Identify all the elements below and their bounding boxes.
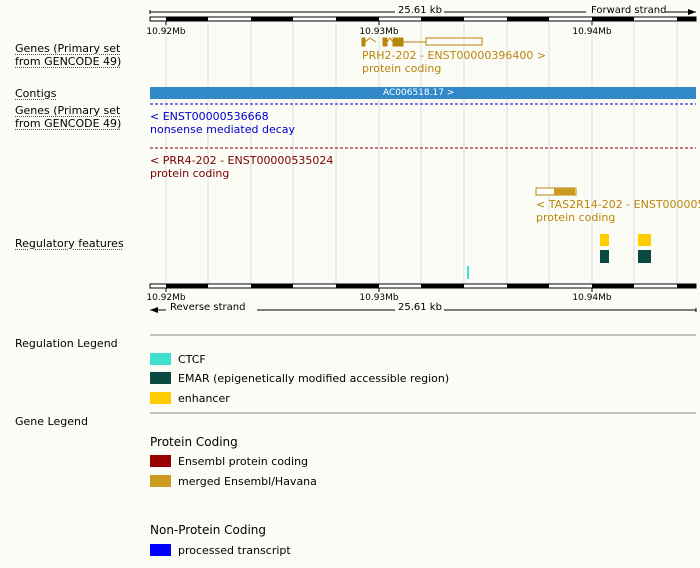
bottom-tick-label: 10.92Mb — [146, 293, 186, 303]
emar-swatch — [150, 372, 171, 384]
contig-bar — [150, 87, 696, 99]
legend-label: enhancer — [178, 392, 230, 405]
contig-label[interactable]: AC006518.17 > — [383, 88, 455, 98]
gene-legend-title: Gene Legend — [15, 415, 88, 428]
top-scale-ruler — [149, 9, 697, 25]
reverse-strand-label: Reverse strand — [170, 302, 246, 313]
contigs-track-label[interactable]: Contigs — [15, 87, 57, 100]
enhancer-swatch — [150, 392, 171, 404]
protein-coding-heading: Protein Coding — [150, 435, 238, 449]
emar-feature — [600, 250, 609, 263]
prh2-gene-model — [361, 37, 483, 47]
tas2r14-gene-label[interactable]: < TAS2R14-202 - ENST0000053 protein codi… — [536, 198, 700, 224]
top-tick-label: 10.94Mb — [572, 27, 612, 37]
emar-feature — [638, 250, 651, 263]
bottom-tick-label: 10.94Mb — [572, 293, 612, 303]
bottom-span-label: 25.61 kb — [398, 302, 442, 313]
genes-reverse-track-label[interactable]: Genes (Primary set from GENCODE 49) — [15, 104, 122, 130]
enhancer-feature — [600, 234, 609, 246]
legend-label: Ensembl protein coding — [178, 455, 309, 468]
non-protein-coding-heading: Non-Protein Coding — [150, 523, 267, 537]
forward-strand-label: Forward strand — [591, 5, 667, 16]
regulation-legend-title: Regulation Legend — [15, 337, 118, 350]
legend-label: merged Ensembl/Havana — [178, 475, 317, 488]
bottom-scale-ruler — [149, 283, 697, 313]
gridlines — [165, 22, 678, 286]
top-span-label: 25.61 kb — [398, 5, 442, 16]
legend-label: EMAR (epigenetically modified accessible… — [178, 372, 450, 385]
processed-transcript-swatch — [150, 544, 171, 556]
merged-havana-swatch — [150, 475, 171, 487]
top-tick-label: 10.92Mb — [146, 27, 186, 37]
prr4-gene-label[interactable]: < PRR4-202 - ENST00000535024 protein cod… — [150, 154, 334, 180]
prh2-gene-label[interactable]: PRH2-202 - ENST00000396400 > protein cod… — [362, 49, 547, 75]
regulatory-track-label[interactable]: Regulatory features — [15, 237, 124, 250]
nmd-gene-label[interactable]: < ENST00000536668 nonsense mediated deca… — [150, 110, 296, 136]
ctcf-swatch — [150, 353, 171, 365]
ctcf-feature — [467, 266, 469, 279]
legend-label: CTCF — [178, 353, 206, 366]
tas2r14-gene-model — [535, 187, 577, 196]
legend-label: processed transcript — [178, 544, 291, 557]
ensembl-protein-coding-swatch — [150, 455, 171, 467]
genes-forward-track-label[interactable]: Genes (Primary set from GENCODE 49) — [15, 42, 122, 68]
enhancer-feature — [638, 234, 651, 246]
top-tick-label: 10.93Mb — [359, 27, 399, 37]
bottom-tick-label: 10.93Mb — [359, 293, 399, 303]
